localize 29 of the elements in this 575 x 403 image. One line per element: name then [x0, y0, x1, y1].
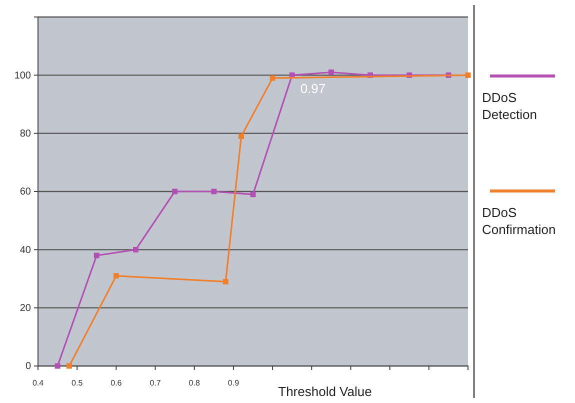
- x-tick-label: 0.7: [150, 378, 162, 388]
- legend-label: DDoS Confirmation: [482, 205, 556, 237]
- y-tick-label: 100: [14, 70, 32, 82]
- y-tick-label: 60: [20, 186, 32, 198]
- point: [132, 246, 138, 252]
- x-tick-label: 0.9: [228, 378, 240, 388]
- annotation: 0.97: [300, 81, 326, 96]
- x-axis-title: Threshold Value: [278, 384, 372, 399]
- y-tick-label: 80: [20, 128, 32, 140]
- point: [238, 134, 244, 139]
- y-tick-label: 20: [20, 303, 32, 314]
- point: [66, 363, 72, 369]
- x-tick-label: 0.5: [72, 378, 84, 388]
- point: [172, 188, 178, 194]
- point: [54, 363, 60, 369]
- x-tick-label: 0.8: [188, 378, 200, 388]
- point: [94, 252, 100, 258]
- x-tick-label: 0.4: [32, 378, 44, 388]
- point: [250, 192, 256, 198]
- legend-label: DDoS Detection: [482, 90, 537, 122]
- y-tick-label: 0: [25, 361, 32, 372]
- y-tick-label: 40: [20, 244, 32, 256]
- point: [113, 273, 119, 279]
- point: [270, 75, 276, 81]
- point: [328, 70, 334, 75]
- point: [211, 188, 217, 194]
- point: [222, 278, 228, 284]
- point: [465, 72, 471, 78]
- x-tick-label: 0.6: [110, 378, 122, 388]
